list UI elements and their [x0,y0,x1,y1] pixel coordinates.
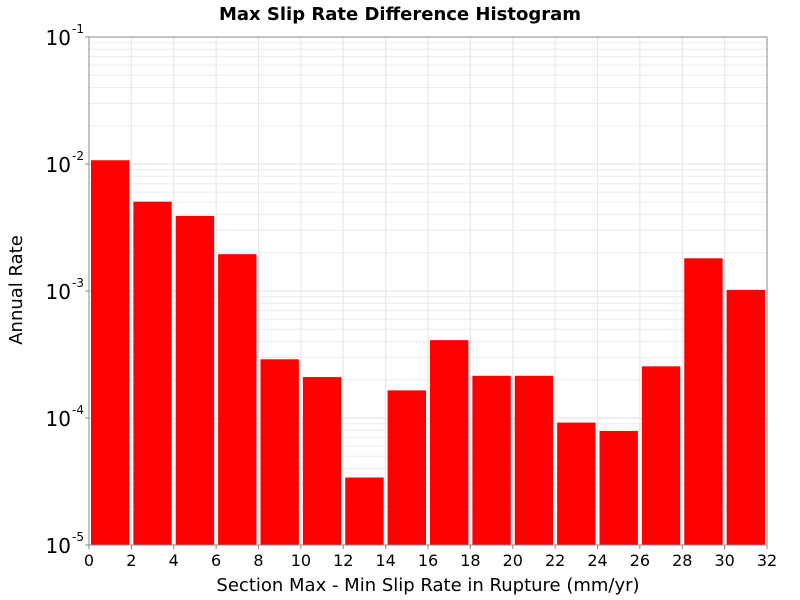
histogram-bar [175,215,215,545]
y-tick-label: 10 [46,407,71,431]
histogram-bar [430,340,469,545]
histogram-bar [91,160,130,546]
histogram-bar [472,375,511,545]
x-tick-label: 22 [545,551,565,570]
histogram-bar [345,477,384,545]
histogram-bar [302,377,342,545]
y-tick-label: 10 [46,280,71,304]
y-axis-label: Annual Rate [6,235,27,345]
histogram-bar [133,201,172,545]
y-axis-ticks: 10-110-210-310-410-5 [46,22,89,558]
histogram-bar [557,422,596,545]
y-tick-exponent: -3 [72,276,84,290]
histogram-bar [684,258,723,545]
y-tick-exponent: -2 [72,149,84,163]
x-tick-label: 26 [630,551,650,570]
x-tick-label: 10 [291,551,311,570]
x-tick-label: 6 [211,551,221,570]
histogram-bar [599,431,638,545]
histogram-bar [726,289,765,545]
x-tick-label: 16 [418,551,438,570]
x-tick-label: 12 [333,551,353,570]
x-axis-label: Section Max - Min Slip Rate in Rupture (… [216,575,639,596]
x-tick-label: 14 [375,551,395,570]
histogram-bar [514,375,554,545]
x-tick-label: 28 [672,551,692,570]
y-tick-label: 10 [46,26,71,50]
bars [91,160,765,546]
x-tick-label: 0 [84,551,94,570]
histogram-bar [260,359,299,545]
x-tick-label: 32 [757,551,777,570]
y-tick-exponent: -5 [72,530,84,544]
y-tick-exponent: -1 [72,22,84,36]
x-tick-label: 8 [253,551,263,570]
x-tick-label: 2 [126,551,136,570]
x-tick-label: 4 [169,551,179,570]
chart-title: Max Slip Rate Difference Histogram [219,4,581,25]
x-axis-ticks: 0 2 4 6 8 10 12 14 16 18 20 22 24 26 28 30 32 [84,545,777,570]
histogram-bar [641,366,681,545]
x-tick-label: 30 [714,551,734,570]
y-tick-label: 10 [46,153,71,177]
histogram-bar [218,254,257,546]
x-tick-label: 24 [587,551,607,570]
y-tick-label: 10 [46,534,71,558]
x-tick-label: 20 [503,551,523,570]
x-tick-label: 18 [460,551,480,570]
y-tick-exponent: -4 [72,403,84,417]
histogram-bar [387,390,426,545]
